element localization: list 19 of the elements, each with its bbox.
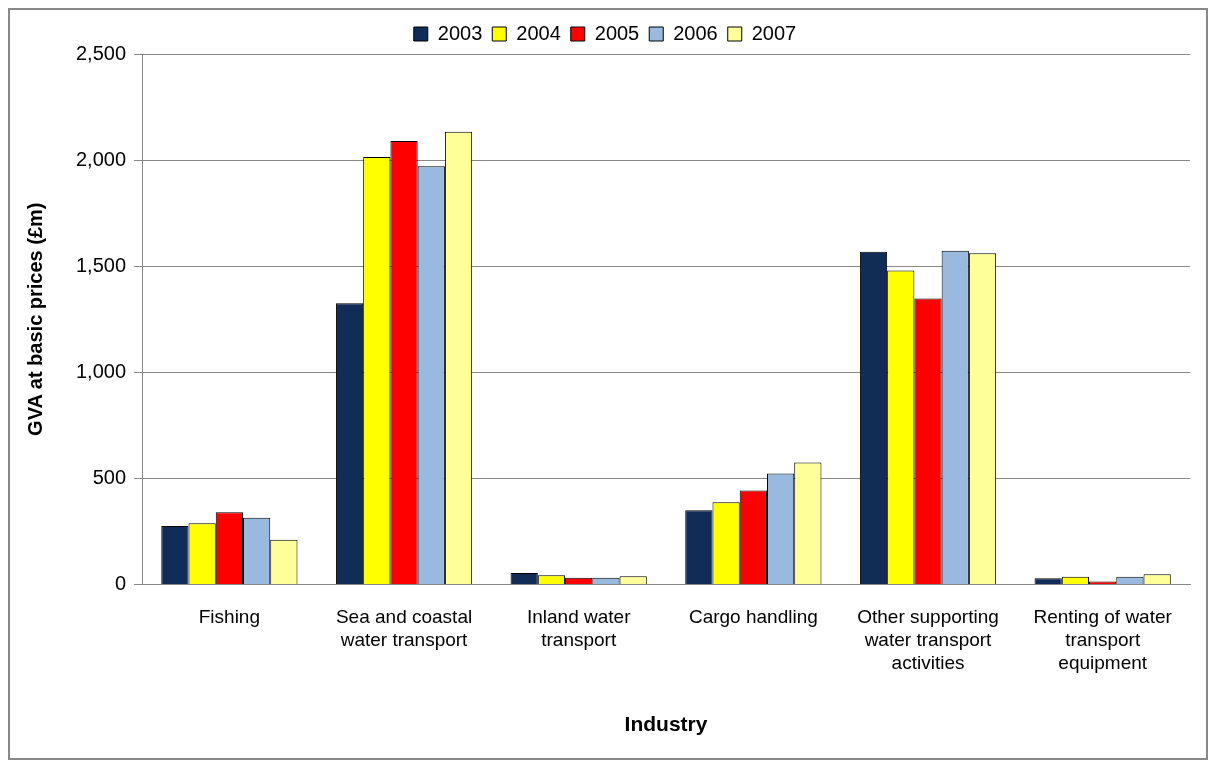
y-tick-label: 1,000	[75, 359, 127, 382]
x-tick-label: Sea and coastal water transport	[335, 606, 473, 650]
x-axis-title: Industry	[624, 712, 708, 736]
y-tick-label: 500	[92, 465, 127, 488]
x-tick-label: Cargo handling	[688, 606, 818, 628]
legend-label: 2005	[594, 21, 640, 44]
legend-label: 2007	[751, 21, 797, 44]
y-tick-label: 2,000	[75, 147, 127, 170]
legend-label: 2003	[437, 21, 483, 44]
x-tick-label: Fishing	[198, 606, 260, 628]
y-axis-title: GVA at basic prices (£m)	[23, 202, 46, 436]
y-tick-label: 0	[114, 571, 127, 594]
x-tick-label: Renting of water transport equipment	[1033, 606, 1173, 673]
legend-label: 2004	[516, 21, 561, 44]
y-tick-label: 2,500	[75, 41, 127, 64]
y-tick-label: 1,500	[75, 253, 127, 276]
legend-label: 2006	[673, 21, 718, 44]
x-tick-label: Inland water transport	[526, 606, 632, 650]
x-tick-label: Other supporting water transport activities	[857, 606, 999, 673]
